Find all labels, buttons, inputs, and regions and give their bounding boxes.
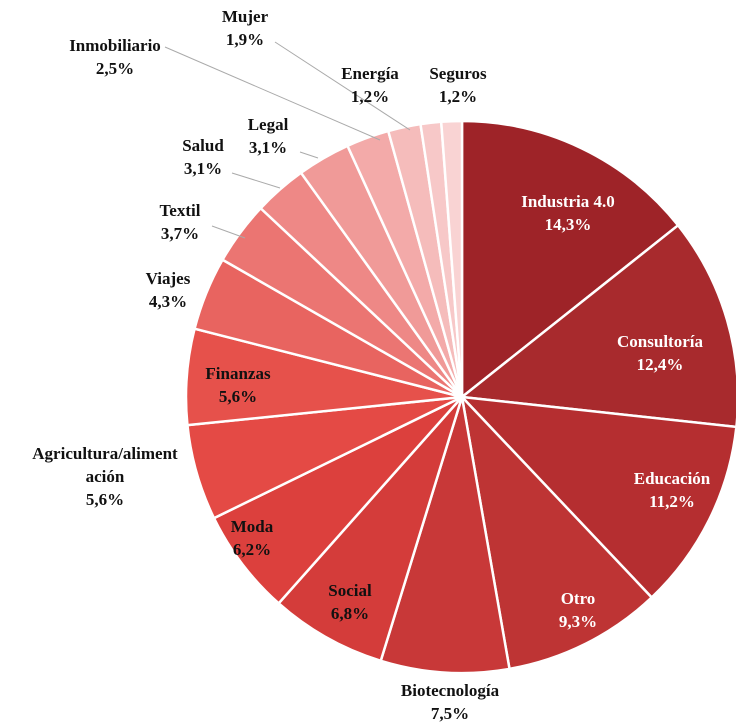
category-label: Textil bbox=[160, 201, 201, 220]
category-label: Energía bbox=[341, 64, 399, 83]
category-label: Salud bbox=[182, 136, 224, 155]
value-label: 6,8% bbox=[331, 604, 369, 623]
value-label: 3,1% bbox=[249, 138, 287, 157]
value-label: 5,6% bbox=[219, 387, 257, 406]
label-line: ación bbox=[86, 467, 125, 486]
leader-line bbox=[274, 41, 411, 131]
category-label: Seguros bbox=[429, 64, 487, 83]
category-label: Social bbox=[328, 581, 372, 600]
category-label: Inmobiliario bbox=[69, 36, 161, 55]
value-label: 6,2% bbox=[233, 540, 271, 559]
label-line: Agricultura/aliment bbox=[32, 444, 178, 463]
pie-slice bbox=[458, 223, 736, 429]
category-label: Otro bbox=[561, 589, 596, 608]
pie-slice bbox=[439, 119, 464, 398]
category-label: Legal bbox=[248, 115, 289, 134]
leader-line bbox=[231, 172, 281, 189]
leader-line bbox=[211, 225, 246, 239]
pie-slice bbox=[458, 395, 736, 600]
value-label: 1,2% bbox=[439, 87, 477, 106]
value-label: 2,5% bbox=[96, 59, 134, 78]
value-label: 14,3% bbox=[545, 215, 592, 234]
category-label: Biotecnología bbox=[401, 681, 500, 700]
value-label: 12,4% bbox=[637, 355, 684, 374]
pie-slice bbox=[460, 393, 654, 671]
value-label: 4,3% bbox=[149, 292, 187, 311]
leader-line bbox=[299, 151, 319, 159]
category-label: Mujer bbox=[222, 7, 269, 26]
category-label: Educación bbox=[634, 469, 711, 488]
value-label: 7,5% bbox=[431, 704, 469, 723]
value-label: 1,2% bbox=[351, 87, 389, 106]
category-label: Finanzas bbox=[205, 364, 271, 383]
category-label: Agricultura/aliment ación bbox=[32, 444, 178, 486]
pie-slice bbox=[276, 396, 464, 663]
value-label: 5,6% bbox=[86, 490, 124, 509]
value-label: 3,7% bbox=[161, 224, 199, 243]
category-label: Consultoría bbox=[617, 332, 703, 351]
pie-slice bbox=[460, 119, 680, 400]
category-label: Moda bbox=[231, 517, 274, 536]
value-label: 1,9% bbox=[226, 30, 264, 49]
value-label: 3,1% bbox=[184, 159, 222, 178]
value-label: 9,3% bbox=[559, 612, 597, 631]
category-label: Viajes bbox=[146, 269, 191, 288]
leader-line bbox=[164, 46, 381, 141]
value-label: 11,2% bbox=[649, 492, 695, 511]
category-label: Industria 4.0 bbox=[521, 192, 615, 211]
pie-slice bbox=[379, 396, 511, 675]
